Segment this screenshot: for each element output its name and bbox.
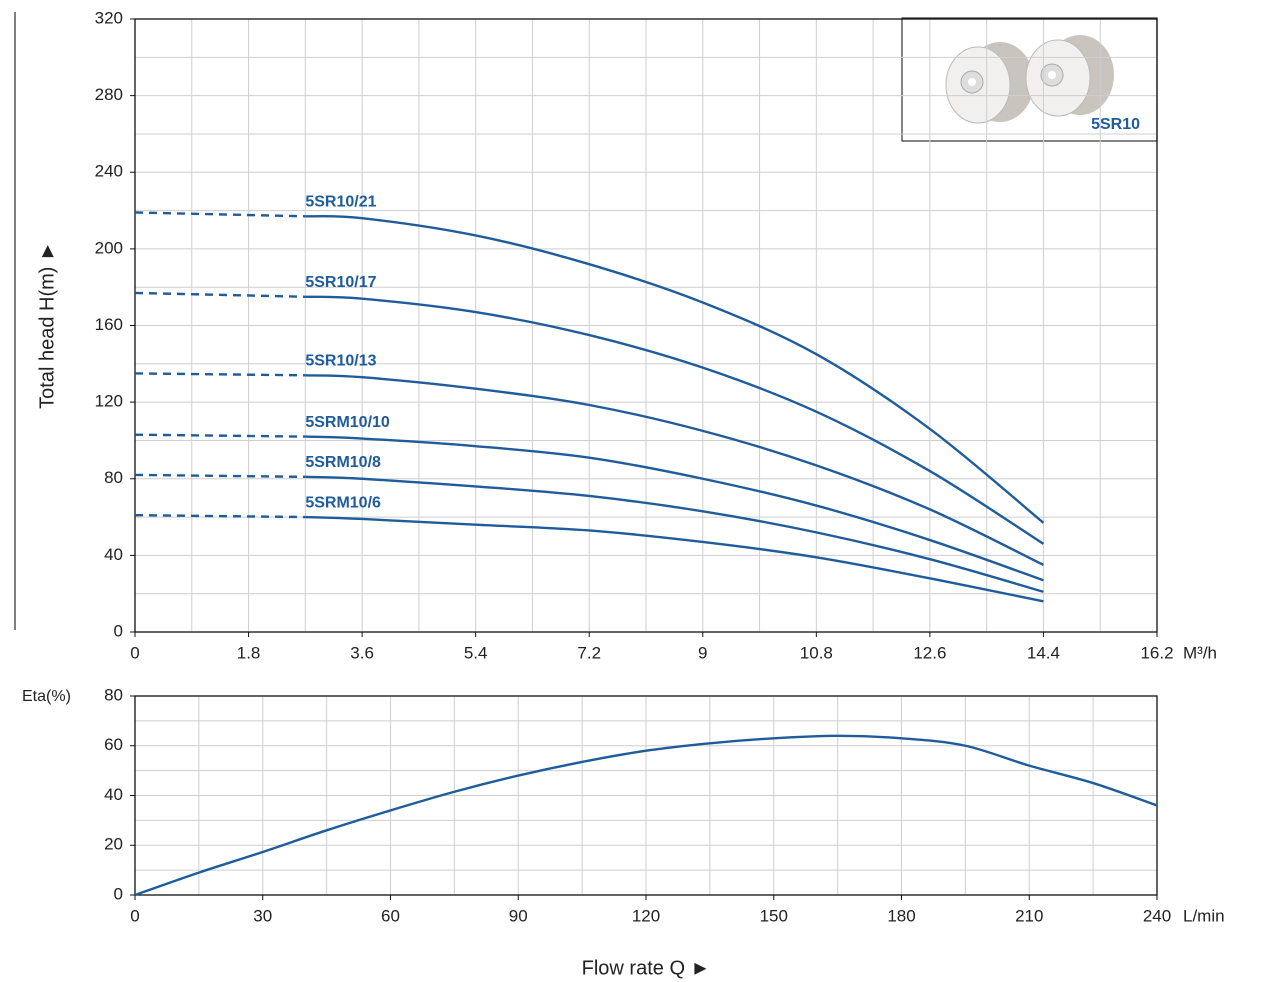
y-axis-label: Total head H(m) ►: [36, 241, 58, 409]
x-tick-label: 1.8: [237, 643, 261, 662]
x-tick-label: 120: [632, 906, 660, 925]
x-tick-label: 60: [381, 906, 400, 925]
x-tick-label: 180: [887, 906, 915, 925]
y-tick-label: 240: [95, 162, 123, 181]
x-tick-label: 240: [1143, 906, 1171, 925]
y-tick-label: 40: [104, 545, 123, 564]
series-label: 5SR10/17: [305, 274, 376, 291]
series-label: 5SRM10/8: [305, 454, 381, 471]
line: [305, 475, 1044, 593]
x-tick-label: 90: [509, 906, 528, 925]
x-axis-label: Flow rate Q ►: [582, 957, 711, 979]
y-tick-label: 0: [114, 884, 123, 903]
inset-label: 5SR10: [1091, 116, 1140, 133]
x-tick-label: 12.6: [913, 643, 946, 662]
line-dashed: [134, 513, 306, 519]
x-tick-label: 210: [1015, 906, 1043, 925]
x-tick-label: 30: [253, 906, 272, 925]
series-label: 5SR10/21: [305, 194, 376, 211]
line: [305, 515, 1044, 603]
y-tick-label: 40: [104, 785, 123, 804]
x-tick-label: 5.4: [464, 643, 488, 662]
line: [305, 214, 1045, 524]
line-dashed: [134, 372, 306, 377]
y-tick-label: 280: [95, 85, 123, 104]
series-label: 5SRM10/6: [305, 494, 381, 511]
x-tick-label: 14.4: [1027, 643, 1060, 662]
y-tick-label: 200: [95, 238, 123, 257]
impeller-image: [945, 35, 1114, 124]
x-tick-label: 10.8: [800, 643, 833, 662]
x-unit: M³/h: [1183, 643, 1217, 662]
y-tick-label: 0: [114, 621, 123, 640]
x-unit: L/min: [1183, 906, 1225, 925]
x-tick-label: 9: [698, 643, 707, 662]
line-dashed: [134, 473, 306, 479]
y-tick-label: 160: [95, 315, 123, 334]
series-label: 5SRM10/10: [305, 414, 390, 431]
line: [305, 295, 1045, 545]
line-dashed: [134, 211, 306, 218]
x-tick-label: 7.2: [577, 643, 601, 662]
inset: 5SR10: [901, 17, 1158, 142]
y-tick-label: 80: [104, 468, 123, 487]
x-tick-label: 0: [130, 906, 139, 925]
line: [305, 435, 1044, 582]
x-tick-label: 16.2: [1140, 643, 1173, 662]
series-label: 5SR10/13: [305, 353, 376, 370]
x-tick-label: 150: [760, 906, 788, 925]
y-tick-label: 320: [95, 8, 123, 27]
y-axis-label: Eta(%): [22, 688, 71, 705]
x-tick-label: 3.6: [350, 643, 374, 662]
line-dashed: [134, 291, 306, 298]
y-tick-label: 60: [104, 735, 123, 754]
y-tick-label: 120: [95, 392, 123, 411]
line-dashed: [134, 433, 306, 438]
x-tick-label: 0: [130, 643, 139, 662]
y-tick-label: 80: [104, 685, 123, 704]
line: [134, 734, 1158, 897]
y-tick-label: 20: [104, 835, 123, 854]
line: [305, 374, 1044, 567]
